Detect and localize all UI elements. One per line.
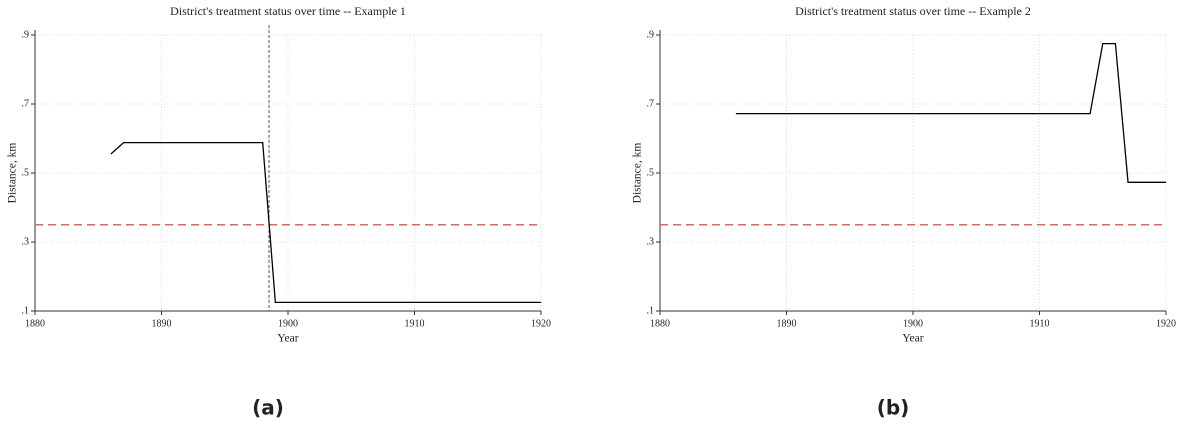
x-tick-label: 1910	[405, 318, 425, 329]
chart-title: District's treatment status over time --…	[795, 4, 1031, 18]
x-axis-label: Year	[902, 333, 923, 345]
data-line	[735, 42, 1166, 183]
data-line	[110, 141, 541, 304]
x-tick-label: 1890	[777, 318, 797, 329]
x-tick-label: 1890	[152, 318, 172, 329]
caption: (b)	[877, 396, 910, 420]
y-tick-label: .9	[22, 29, 30, 40]
y-tick-label: .7	[647, 98, 655, 109]
x-tick-label: 1880	[25, 318, 45, 329]
y-tick-label: .5	[647, 167, 655, 178]
chart-title: District's treatment status over time --…	[170, 4, 406, 18]
x-axis-label: Year	[277, 333, 298, 345]
y-tick-label: .3	[647, 236, 655, 247]
y-tick-label: .7	[22, 98, 30, 109]
y-tick-label: .1	[647, 305, 655, 316]
x-tick-label: 1920	[531, 318, 551, 329]
y-tick-label: .5	[22, 167, 30, 178]
y-tick-label: .3	[22, 236, 30, 247]
y-tick-label: .9	[647, 29, 655, 40]
x-tick-label: 1920	[1156, 318, 1176, 329]
x-tick-label: 1900	[278, 318, 298, 329]
x-tick-label: 1910	[1030, 318, 1050, 329]
y-axis-label: Distance, km	[7, 143, 19, 204]
x-tick-label: 1900	[903, 318, 923, 329]
x-tick-label: 1880	[650, 318, 670, 329]
caption: (a)	[252, 396, 284, 420]
y-tick-label: .1	[22, 305, 30, 316]
y-axis-label: Distance, km	[632, 143, 644, 204]
